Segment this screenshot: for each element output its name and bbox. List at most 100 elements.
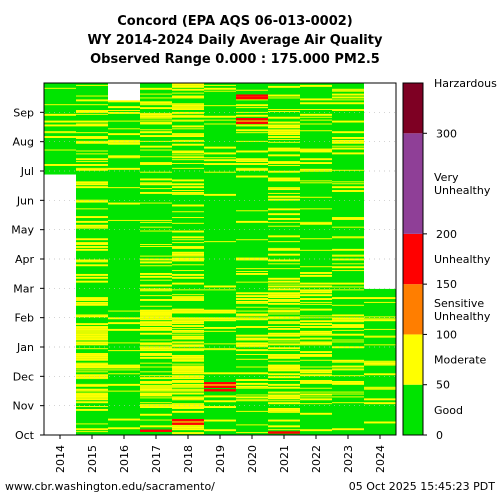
moderate-day-cell xyxy=(76,224,108,227)
colorbar-tick-label: 100 xyxy=(436,328,457,341)
moderate-day-cell xyxy=(140,93,172,95)
moderate-day-cell xyxy=(268,294,300,297)
moderate-day-cell xyxy=(300,380,332,381)
moderate-day-cell xyxy=(76,208,108,210)
moderate-day-cell xyxy=(140,164,172,165)
moderate-day-cell xyxy=(76,371,108,373)
moderate-day-cell xyxy=(364,328,396,330)
moderate-day-cell xyxy=(172,159,204,161)
moderate-day-cell xyxy=(268,307,300,309)
y-tick-label: Jan xyxy=(16,341,34,354)
y-tick-label: Nov xyxy=(13,400,35,413)
moderate-day-cell xyxy=(140,371,172,373)
moderate-day-cell xyxy=(268,402,300,405)
moderate-day-cell xyxy=(300,109,332,111)
moderate-day-cell xyxy=(172,139,204,141)
moderate-day-cell xyxy=(76,337,108,339)
moderate-day-cell xyxy=(236,382,268,385)
moderate-day-cell xyxy=(140,366,172,368)
moderate-day-cell xyxy=(236,396,268,399)
moderate-day-cell xyxy=(364,386,396,388)
moderate-day-cell xyxy=(172,115,204,118)
moderate-day-cell xyxy=(108,328,140,331)
moderate-day-cell xyxy=(300,249,332,251)
moderate-day-cell xyxy=(172,344,204,347)
colorbar-category-label: Good xyxy=(434,404,463,417)
moderate-day-cell xyxy=(236,300,268,303)
moderate-day-cell xyxy=(76,299,108,301)
moderate-day-cell xyxy=(140,145,172,148)
moderate-day-cell xyxy=(236,111,268,113)
moderate-day-cell xyxy=(140,339,172,341)
moderate-day-cell xyxy=(268,131,300,134)
moderate-day-cell xyxy=(172,350,204,352)
moderate-day-cell xyxy=(300,344,332,346)
moderate-day-cell xyxy=(236,271,268,273)
moderate-day-cell xyxy=(332,181,364,183)
moderate-day-cell xyxy=(204,171,236,173)
moderate-day-cell xyxy=(300,168,332,171)
colorbar-tick-label: 0 xyxy=(436,429,443,442)
moderate-day-cell xyxy=(108,219,140,221)
moderate-day-cell xyxy=(172,404,204,407)
moderate-day-cell xyxy=(268,208,300,211)
moderate-day-cell xyxy=(268,350,300,352)
moderate-day-cell xyxy=(172,310,204,312)
moderate-day-cell xyxy=(76,326,108,329)
moderate-day-cell xyxy=(300,353,332,355)
moderate-day-cell xyxy=(76,369,108,371)
moderate-day-cell xyxy=(140,324,172,326)
moderate-day-cell xyxy=(364,361,396,363)
moderate-day-cell xyxy=(140,318,172,321)
moderate-day-cell xyxy=(236,295,268,298)
moderate-day-cell xyxy=(172,273,204,276)
moderate-day-cell xyxy=(364,362,396,365)
moderate-day-cell xyxy=(140,191,172,194)
moderate-day-cell xyxy=(332,359,364,362)
moderate-day-cell xyxy=(268,188,300,191)
moderate-day-cell xyxy=(172,282,204,285)
moderate-day-cell xyxy=(172,356,204,359)
moderate-day-cell xyxy=(268,364,300,367)
moderate-day-cell xyxy=(140,245,172,247)
x-tick-label: 2024 xyxy=(374,445,387,473)
moderate-day-cell xyxy=(204,419,236,422)
moderate-day-cell xyxy=(172,179,204,182)
moderate-day-cell xyxy=(268,225,300,227)
moderate-day-cell xyxy=(172,298,204,300)
moderate-day-cell xyxy=(332,237,364,239)
moderate-day-cell xyxy=(172,399,204,401)
y-tick-label: May xyxy=(11,224,34,237)
moderate-day-cell xyxy=(268,292,300,295)
moderate-day-cell xyxy=(300,354,332,357)
moderate-day-cell xyxy=(268,300,300,302)
moderate-day-cell xyxy=(76,186,108,189)
moderate-day-cell xyxy=(76,140,108,142)
moderate-day-cell xyxy=(236,302,268,304)
moderate-day-cell xyxy=(76,245,108,247)
moderate-day-cell xyxy=(268,326,300,327)
moderate-day-cell xyxy=(332,102,364,105)
moderate-day-cell xyxy=(204,317,236,320)
moderate-day-cell xyxy=(300,148,332,150)
moderate-day-cell xyxy=(332,169,364,171)
moderate-day-cell xyxy=(300,170,332,172)
moderate-day-cell xyxy=(76,393,108,396)
moderate-day-cell xyxy=(332,254,364,256)
moderate-day-cell xyxy=(108,310,140,312)
moderate-day-cell xyxy=(172,88,204,91)
moderate-day-cell xyxy=(76,335,108,338)
moderate-day-cell xyxy=(268,310,300,313)
moderate-day-cell xyxy=(236,124,268,126)
moderate-day-cell xyxy=(204,289,236,291)
moderate-day-cell xyxy=(236,168,268,171)
colorbar-category-label: Moderate xyxy=(434,354,487,367)
moderate-day-cell xyxy=(268,353,300,355)
moderate-day-cell xyxy=(332,282,364,285)
moderate-day-cell xyxy=(140,112,172,114)
moderate-day-cell xyxy=(332,97,364,99)
moderate-day-cell xyxy=(108,390,140,392)
moderate-day-cell xyxy=(204,348,236,350)
moderate-day-cell xyxy=(300,289,332,292)
moderate-day-cell xyxy=(268,360,300,362)
